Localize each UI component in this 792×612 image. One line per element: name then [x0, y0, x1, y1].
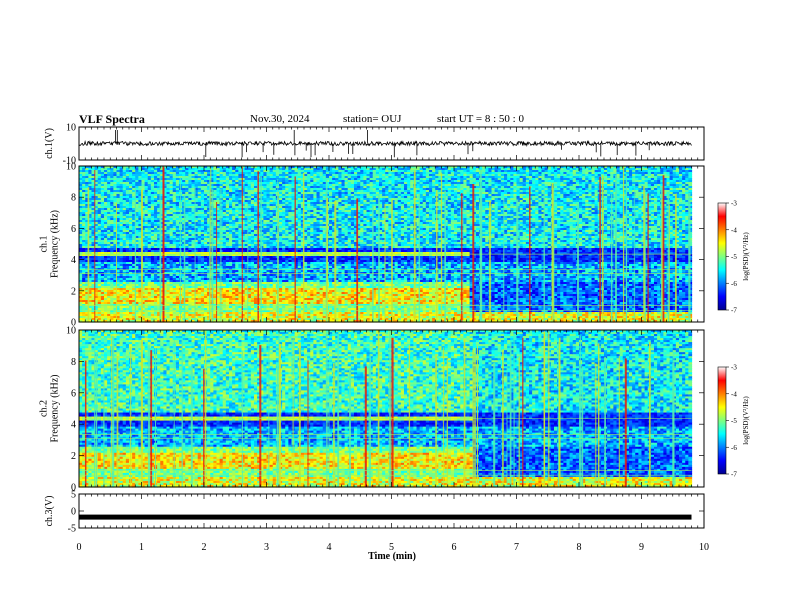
y-tick-label: -5 — [68, 524, 76, 535]
colorbar-tick-label: -5 — [731, 253, 737, 261]
y-tick-label: 0 — [71, 507, 76, 518]
colorbar-label: log(PSD)(V²/Hz) — [742, 396, 750, 445]
ch2-spectrogram-ylabel: Frequency (kHz) — [50, 374, 61, 442]
colorbar-tick-label: -6 — [731, 444, 737, 452]
y-tick-label: 6 — [71, 388, 76, 399]
y-tick-label: 4 — [71, 255, 76, 266]
x-tick-label: 7 — [514, 542, 519, 553]
colorbar-tick-label: -3 — [731, 200, 737, 208]
y-tick-label: 5 — [71, 490, 76, 501]
x-tick-label: 4 — [327, 542, 332, 553]
x-tick-label: 1 — [139, 542, 144, 553]
spectrogram-ch1 — [79, 166, 692, 323]
colorbar-gradient — [718, 203, 726, 310]
colorbar-tick-label: -5 — [731, 417, 737, 425]
ch2-spectrogram-ylabel: ch.2 — [39, 400, 50, 417]
y-tick-label: 10 — [66, 326, 76, 337]
vlf-spectra-figure: 10-10ch.1(V)0246810ch.1 Frequency (kHz)02… — [0, 0, 792, 612]
colorbar-tick-label: -4 — [731, 390, 737, 398]
ch1-spectrogram-ylabel: ch.1 — [39, 236, 50, 253]
x-axis-label: Time (min) — [368, 551, 416, 562]
spectrogram-ch2 — [79, 330, 692, 488]
colorbar-tick-label: -7 — [731, 471, 737, 479]
y-tick-label: 2 — [71, 286, 76, 297]
waveform-ch1 — [79, 130, 692, 157]
colorbar-tick-label: -7 — [731, 307, 737, 315]
ch1-waveform-ylabel: ch.1(V) — [44, 128, 55, 159]
colorbar-gradient — [718, 367, 726, 474]
x-tick-label: 3 — [264, 542, 269, 553]
colorbar-ch1: -3 -4 -5 -6 -7 log(PSD)(V²/Hz) — [718, 200, 750, 315]
x-tick-label: 8 — [577, 542, 582, 553]
x-tick-label: 0 — [77, 542, 82, 553]
x-tick-label: 9 — [639, 542, 644, 553]
waveform-ch3 — [79, 515, 692, 520]
y-tick-label: 6 — [71, 224, 76, 235]
x-tick-label: 10 — [699, 542, 709, 553]
colorbar-tick-label: -3 — [731, 364, 737, 372]
y-tick-label: 2 — [71, 451, 76, 462]
y-tick-label: 8 — [71, 357, 76, 368]
y-tick-label: 8 — [71, 193, 76, 204]
colorbar-tick-label: -6 — [731, 280, 737, 288]
y-tick-label: 10 — [66, 123, 76, 134]
ch1-spectrogram-ylabel: Frequency (kHz) — [50, 210, 61, 278]
x-tick-label: 2 — [202, 542, 207, 553]
colorbar-tick-label: -4 — [731, 226, 737, 234]
panel-frame — [79, 494, 704, 528]
x-tick-label: 6 — [452, 542, 457, 553]
ch3-waveform-ylabel: ch.3(V) — [44, 496, 55, 527]
y-tick-label: 4 — [71, 420, 76, 431]
colorbar-label: log(PSD)(V²/Hz) — [742, 232, 750, 281]
y-tick-label: 10 — [66, 162, 76, 173]
colorbar-ch2: -3 -4 -5 -6 -7 log(PSD)(V²/Hz) — [718, 364, 750, 479]
